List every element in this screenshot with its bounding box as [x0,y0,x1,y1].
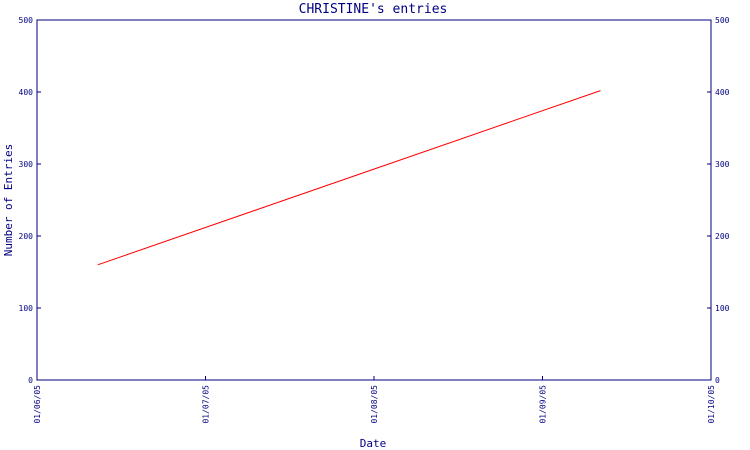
y-tick-label-right: 100 [715,304,730,313]
y-tick-label-right: 500 [715,16,730,25]
y-tick-label-left: 100 [19,304,34,313]
y-tick-label-left: 500 [19,16,34,25]
x-tick-label: 01/08/05 [370,385,379,424]
y-tick-label-right: 200 [715,232,730,241]
y-axis-label: Number of Entries [2,144,15,257]
y-axis-left: 0 100 200 300 400 500 [19,16,41,385]
y-tick-label-left: 0 [28,376,33,385]
x-axis: 01/06/05 01/07/05 01/08/05 01/09/05 01/10/05 [33,376,716,424]
y-tick-label-right: 300 [715,160,730,169]
plot-frame [36,19,712,381]
x-tick-label: 01/10/05 [707,385,716,424]
x-tick-label: 01/06/05 [33,385,42,424]
series-layer [97,90,601,266]
y-tick-label-left: 400 [19,88,34,97]
y-tick-label-left: 200 [19,232,34,241]
x-tick-label: 01/07/05 [202,385,211,424]
series-line [97,90,601,266]
x-tick-label: 01/09/05 [539,385,548,424]
y-tick-label-left: 300 [19,160,34,169]
y-tick-label-right: 400 [715,88,730,97]
y-tick-label-right: 0 [715,376,720,385]
chart-title: CHRISTINE's entries [299,2,448,17]
x-axis-label: Date [360,437,387,450]
y-axis-right: 0 100 200 300 400 500 [707,16,730,385]
